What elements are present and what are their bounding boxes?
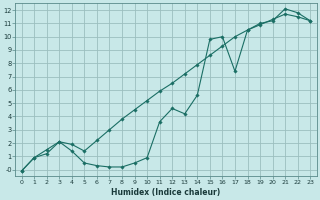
X-axis label: Humidex (Indice chaleur): Humidex (Indice chaleur)	[111, 188, 220, 197]
